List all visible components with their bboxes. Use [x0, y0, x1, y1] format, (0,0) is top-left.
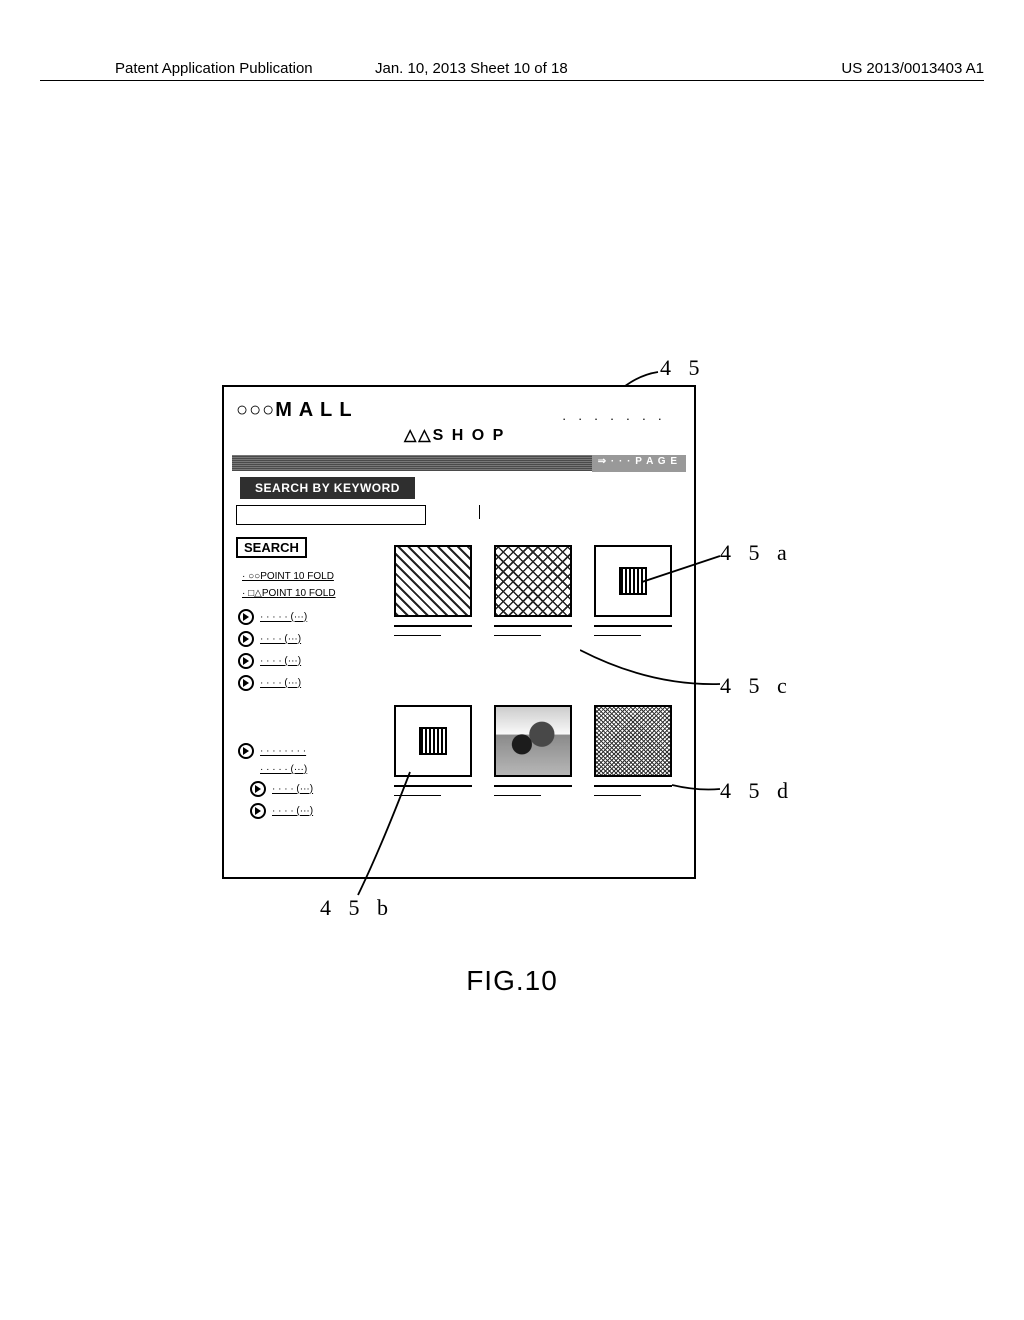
list-item-sub[interactable]: · · · · · (···) — [260, 764, 313, 775]
mall-title: ○○○M A L L — [236, 399, 353, 422]
play-bullet-icon — [238, 743, 254, 759]
product-thumb — [594, 705, 672, 777]
search-button[interactable]: SEARCH — [236, 537, 307, 558]
product-thumb — [394, 705, 472, 777]
list-item[interactable]: · · · · (···) — [238, 653, 307, 669]
product-card[interactable] — [394, 545, 472, 636]
product-thumb — [494, 705, 572, 777]
nav-bar: ⇒ · · · P A G E — [232, 455, 686, 471]
figure-frame: ○○○M A L L △△S H O P · · · · · · · ⇒ · ·… — [222, 385, 696, 879]
shop-title: △△S H O P — [404, 425, 505, 445]
header-left: Patent Application Publication — [115, 60, 313, 77]
play-bullet-icon — [238, 631, 254, 647]
promo-links: · ○○POINT 10 FOLD · □△POINT 10 FOLD — [242, 565, 382, 605]
caption-line — [394, 635, 441, 636]
play-bullet-icon — [238, 609, 254, 625]
page-header: Patent Application Publication Jan. 10, … — [115, 60, 984, 77]
list-item[interactable]: · · · · (···) — [250, 781, 313, 797]
lead-45c — [580, 648, 730, 698]
play-bullet-icon — [250, 803, 266, 819]
header-rule — [40, 80, 984, 81]
text-cursor — [479, 505, 482, 519]
lead-45a — [642, 552, 732, 592]
placeholder-icon — [419, 727, 447, 755]
promo-link[interactable]: · ○○POINT 10 FOLD — [242, 571, 382, 582]
caption-line — [494, 625, 572, 627]
product-card[interactable] — [494, 545, 572, 636]
play-bullet-icon — [238, 675, 254, 691]
caption-line — [594, 785, 672, 787]
promo-link[interactable]: · □△POINT 10 FOLD — [242, 588, 382, 599]
caption-line — [594, 625, 672, 627]
lead-45d — [672, 783, 732, 803]
caption-line — [494, 635, 541, 636]
play-bullet-icon — [250, 781, 266, 797]
nav-page-link[interactable]: ⇒ · · · P A G E — [592, 455, 686, 472]
product-thumb — [494, 545, 572, 617]
search-label: SEARCH BY KEYWORD — [240, 477, 415, 499]
list-item[interactable]: · · · · (···) — [250, 803, 313, 819]
product-card[interactable] — [594, 705, 672, 796]
product-thumb — [394, 545, 472, 617]
caption-line — [594, 635, 641, 636]
caption-line — [594, 795, 641, 796]
search-input[interactable] — [236, 505, 426, 525]
caption-line — [494, 795, 541, 796]
caption-line — [394, 625, 472, 627]
lead-45b — [350, 770, 430, 900]
header-right: US 2013/0013403 A1 — [841, 60, 984, 77]
product-card[interactable] — [494, 705, 572, 796]
category-list-2: · · · · · · · · · · · · · (···) · · · · … — [238, 737, 313, 825]
list-item[interactable]: · · · · (···) — [238, 631, 307, 647]
caption-line — [494, 785, 572, 787]
figure-caption: FIG.10 — [0, 965, 1024, 997]
list-item[interactable]: · · · · (···) — [238, 675, 307, 691]
play-bullet-icon — [238, 653, 254, 669]
header-mid: Jan. 10, 2013 Sheet 10 of 18 — [375, 60, 568, 77]
list-item[interactable]: · · · · · · · · — [238, 743, 313, 759]
category-list-1: · · · · · (···) · · · · (···) · · · · (·… — [238, 603, 307, 697]
title-dots: · · · · · · · — [562, 411, 666, 426]
list-item[interactable]: · · · · · (···) — [238, 609, 307, 625]
ref-45c: 4 5 c — [720, 673, 793, 699]
